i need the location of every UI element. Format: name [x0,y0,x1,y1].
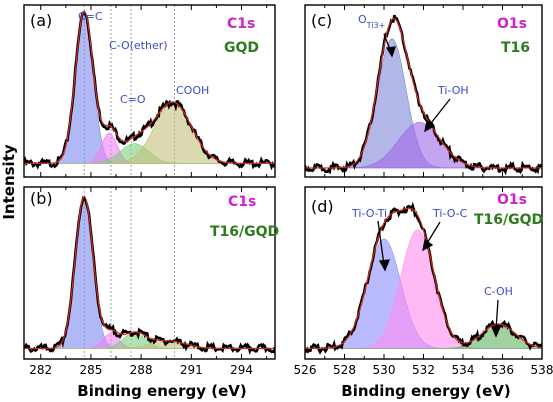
panel-b-frame [23,186,276,360]
panel-b-tick-label: 282 [29,363,52,377]
annotation-ti-o-ti: Ti-O-Ti [351,207,387,220]
panel-b-tick-label: 291 [180,363,203,377]
panel-c-element-label: O1s [497,16,527,32]
annotation-ti-o-c: Ti-O-C [432,207,468,220]
panel-c [304,4,543,178]
panel-d-tick-label: 534 [452,363,475,377]
annotation-cooh: COOH [176,84,209,97]
panel-d-plot-area [305,201,542,355]
arrow-ti-o-ti [377,220,385,266]
panel-b-component-c-c [24,196,275,349]
panel-b-envelope-curve [24,195,275,350]
panel-c-plot-area [305,14,542,176]
panel-b-label: (b) [30,189,53,208]
panel-b-tick-label: 288 [130,363,153,377]
x-axis-label-left: Binding energy (eV) [77,382,246,400]
panel-a-frame [23,4,276,178]
panel-d-tick-label: 538 [531,363,553,377]
panel-d-tick-label: 526 [294,363,317,377]
panel-b-tick-label: 285 [79,363,102,377]
panel-a [23,4,276,178]
annotation-c-eq-c: C=C [78,10,103,23]
panel-a-label: (a) [30,11,52,30]
arrow-o-ti3-head [385,46,396,58]
panel-d: 526 528 530 532 534 536 538 [294,186,553,377]
arrow-ti-o-c [425,221,441,246]
panel-d-label: (d) [311,197,334,216]
panel-a-element-label: C1s [227,16,255,32]
panel-c-label: (c) [311,11,332,30]
panel-b-plot-area [24,187,275,359]
panel-d-sample-label: T16/GQD [474,212,543,228]
panel-c-sample-label: T16 [501,40,530,56]
panel-d-element-label: O1s [497,192,527,208]
panel-d-tick-label: 528 [333,363,356,377]
arrow-c-oh-head [490,326,502,338]
y-axis-label: Intensity [0,144,18,220]
arrow-ti-o-c-head [422,238,434,252]
panel-c-envelope-curve [305,17,542,169]
panel-d-tick-label: 530 [373,363,396,377]
panel-b-sample-label: T16/GQD [210,224,279,240]
panel-b: 282 285 288 291 294 [23,186,276,377]
x-axis-label-right: Binding energy (eV) [341,382,510,400]
panel-b-tick-label: 294 [230,363,253,377]
panel-b-experimental-curve [24,195,275,356]
annotation-ti-oh: Ti-OH [437,84,469,97]
panel-d-tick-label: 532 [412,363,435,377]
annotation-c-eq-o: C=O [120,93,146,106]
arrow-c-oh [495,299,499,331]
arrow-ti-oh-head [424,119,436,133]
panel-a-sample-label: GQD [224,40,259,56]
panel-b-element-label: C1s [228,194,256,210]
annotation-c-o-ether: C-O(ether) [109,39,168,52]
panel-d-tick-label: 536 [491,363,514,377]
annotation-o-ti3: OTi3+ [358,13,385,30]
annotation-c-oh: C-OH [484,285,513,298]
arrow-ti-oh [427,98,451,128]
panel-d-envelope-curve [305,207,542,350]
panel-a-plot-area [24,5,275,177]
panel-a-envelope-curve [24,10,275,164]
annotation-o-main: O [358,13,367,26]
arrow-ti-o-ti-head [378,259,391,272]
annotation-arrows [377,33,502,338]
annotation-o-subscript: Ti3+ [366,21,386,30]
panel-c-component-ti-oh [305,122,542,169]
